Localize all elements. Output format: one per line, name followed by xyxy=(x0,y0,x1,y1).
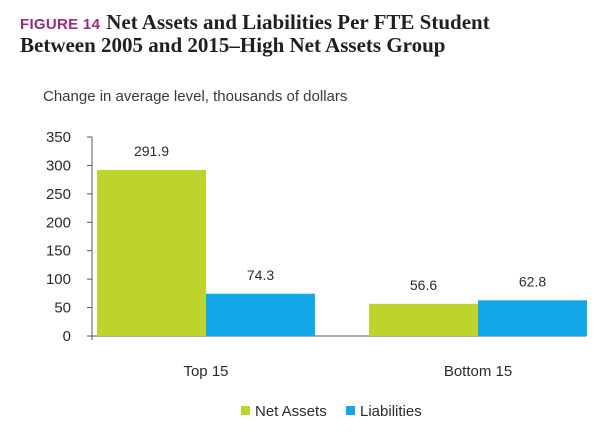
x-tick-label: Top 15 xyxy=(183,363,228,380)
data-label: 62.8 xyxy=(519,273,546,289)
y-tick-label: 350 xyxy=(46,129,71,146)
y-tick-label: 150 xyxy=(46,243,71,260)
title-line-2: Between 2005 and 2015–High Net Assets Gr… xyxy=(20,33,446,57)
chart-title: FIGURE 14 Net Assets and Liabilities Per … xyxy=(20,12,580,56)
bar-net-assets xyxy=(369,303,478,336)
y-tick-label: 100 xyxy=(46,271,71,288)
title-line-1: FIGURE 14 Net Assets and Liabilities Per … xyxy=(20,12,580,35)
bar-liabilities xyxy=(206,293,315,336)
y-tick-label: 300 xyxy=(46,157,71,174)
y-tick-label: 50 xyxy=(54,300,71,317)
figure-label: FIGURE 14 xyxy=(20,16,101,33)
y-tick-label: 200 xyxy=(46,214,71,231)
bar-net-assets xyxy=(97,170,206,336)
x-tick-label: Bottom 15 xyxy=(444,363,512,380)
legend-label: Liabilities xyxy=(360,403,422,420)
y-tick-label: 250 xyxy=(46,186,71,203)
title-text-1: Net Assets and Liabilities Per FTE Stude… xyxy=(106,10,490,34)
legend-label: Net Assets xyxy=(255,403,327,420)
legend-swatch xyxy=(241,406,250,415)
legend-swatch xyxy=(346,406,355,415)
data-label: 74.3 xyxy=(247,267,274,283)
chart-subtitle: Change in average level, thousands of do… xyxy=(43,88,348,105)
data-label: 291.9 xyxy=(134,143,169,159)
data-label: 56.6 xyxy=(410,277,437,293)
y-tick-label: 0 xyxy=(63,328,71,345)
bar-liabilities xyxy=(478,300,587,336)
